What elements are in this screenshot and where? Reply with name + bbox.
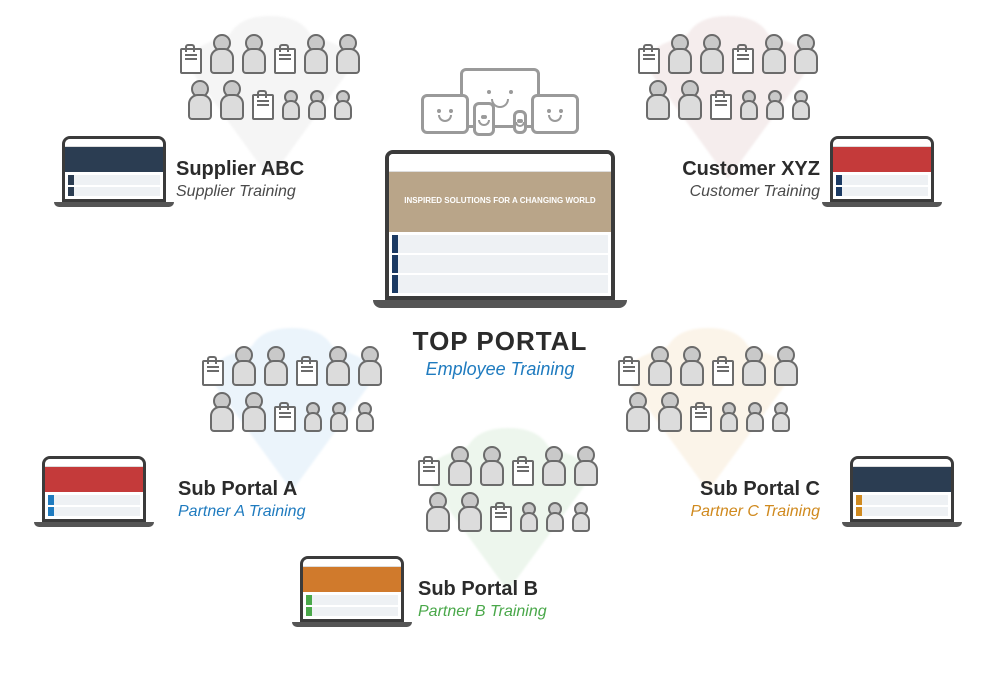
center-label: TOP PORTAL Employee Training [413,326,588,380]
subB-crowd [418,446,598,532]
subC-laptop [850,456,954,527]
customer-laptop [830,136,934,207]
customer-subtitle: Customer Training [682,183,820,201]
center-laptop: INSPIRED SOLUTIONS FOR A CHANGING WORLD [385,150,615,308]
supplier-subtitle: Supplier Training [176,183,304,201]
center-devices [415,60,585,140]
customer-crowd [638,34,818,120]
center-hero: INSPIRED SOLUTIONS FOR A CHANGING WORLD [389,172,611,232]
center-title: TOP PORTAL [413,326,588,357]
center-subtitle: Employee Training [413,359,588,380]
subB-title: Sub Portal B [418,578,547,601]
customer-title: Customer XYZ [682,158,820,181]
supplier-laptop [62,136,166,207]
subA-crowd [202,346,382,432]
supplier-title: Supplier ABC [176,158,304,181]
subA-title: Sub Portal A [178,478,305,501]
subC-subtitle: Partner C Training [690,503,820,521]
subB-label: Sub Portal B Partner B Training [418,578,547,621]
supplier-crowd [180,34,360,120]
subC-title: Sub Portal C [690,478,820,501]
customer-label: Customer XYZ Customer Training [682,158,820,201]
diagram-stage: INSPIRED SOLUTIONS FOR A CHANGING WORLD … [0,0,1000,691]
subB-subtitle: Partner B Training [418,603,547,621]
subA-laptop [42,456,146,527]
subA-label: Sub Portal A Partner A Training [178,478,305,521]
subB-laptop [300,556,404,627]
subA-subtitle: Partner A Training [178,503,305,521]
supplier-label: Supplier ABC Supplier Training [176,158,304,201]
subC-crowd [618,346,798,432]
subC-label: Sub Portal C Partner C Training [690,478,820,521]
